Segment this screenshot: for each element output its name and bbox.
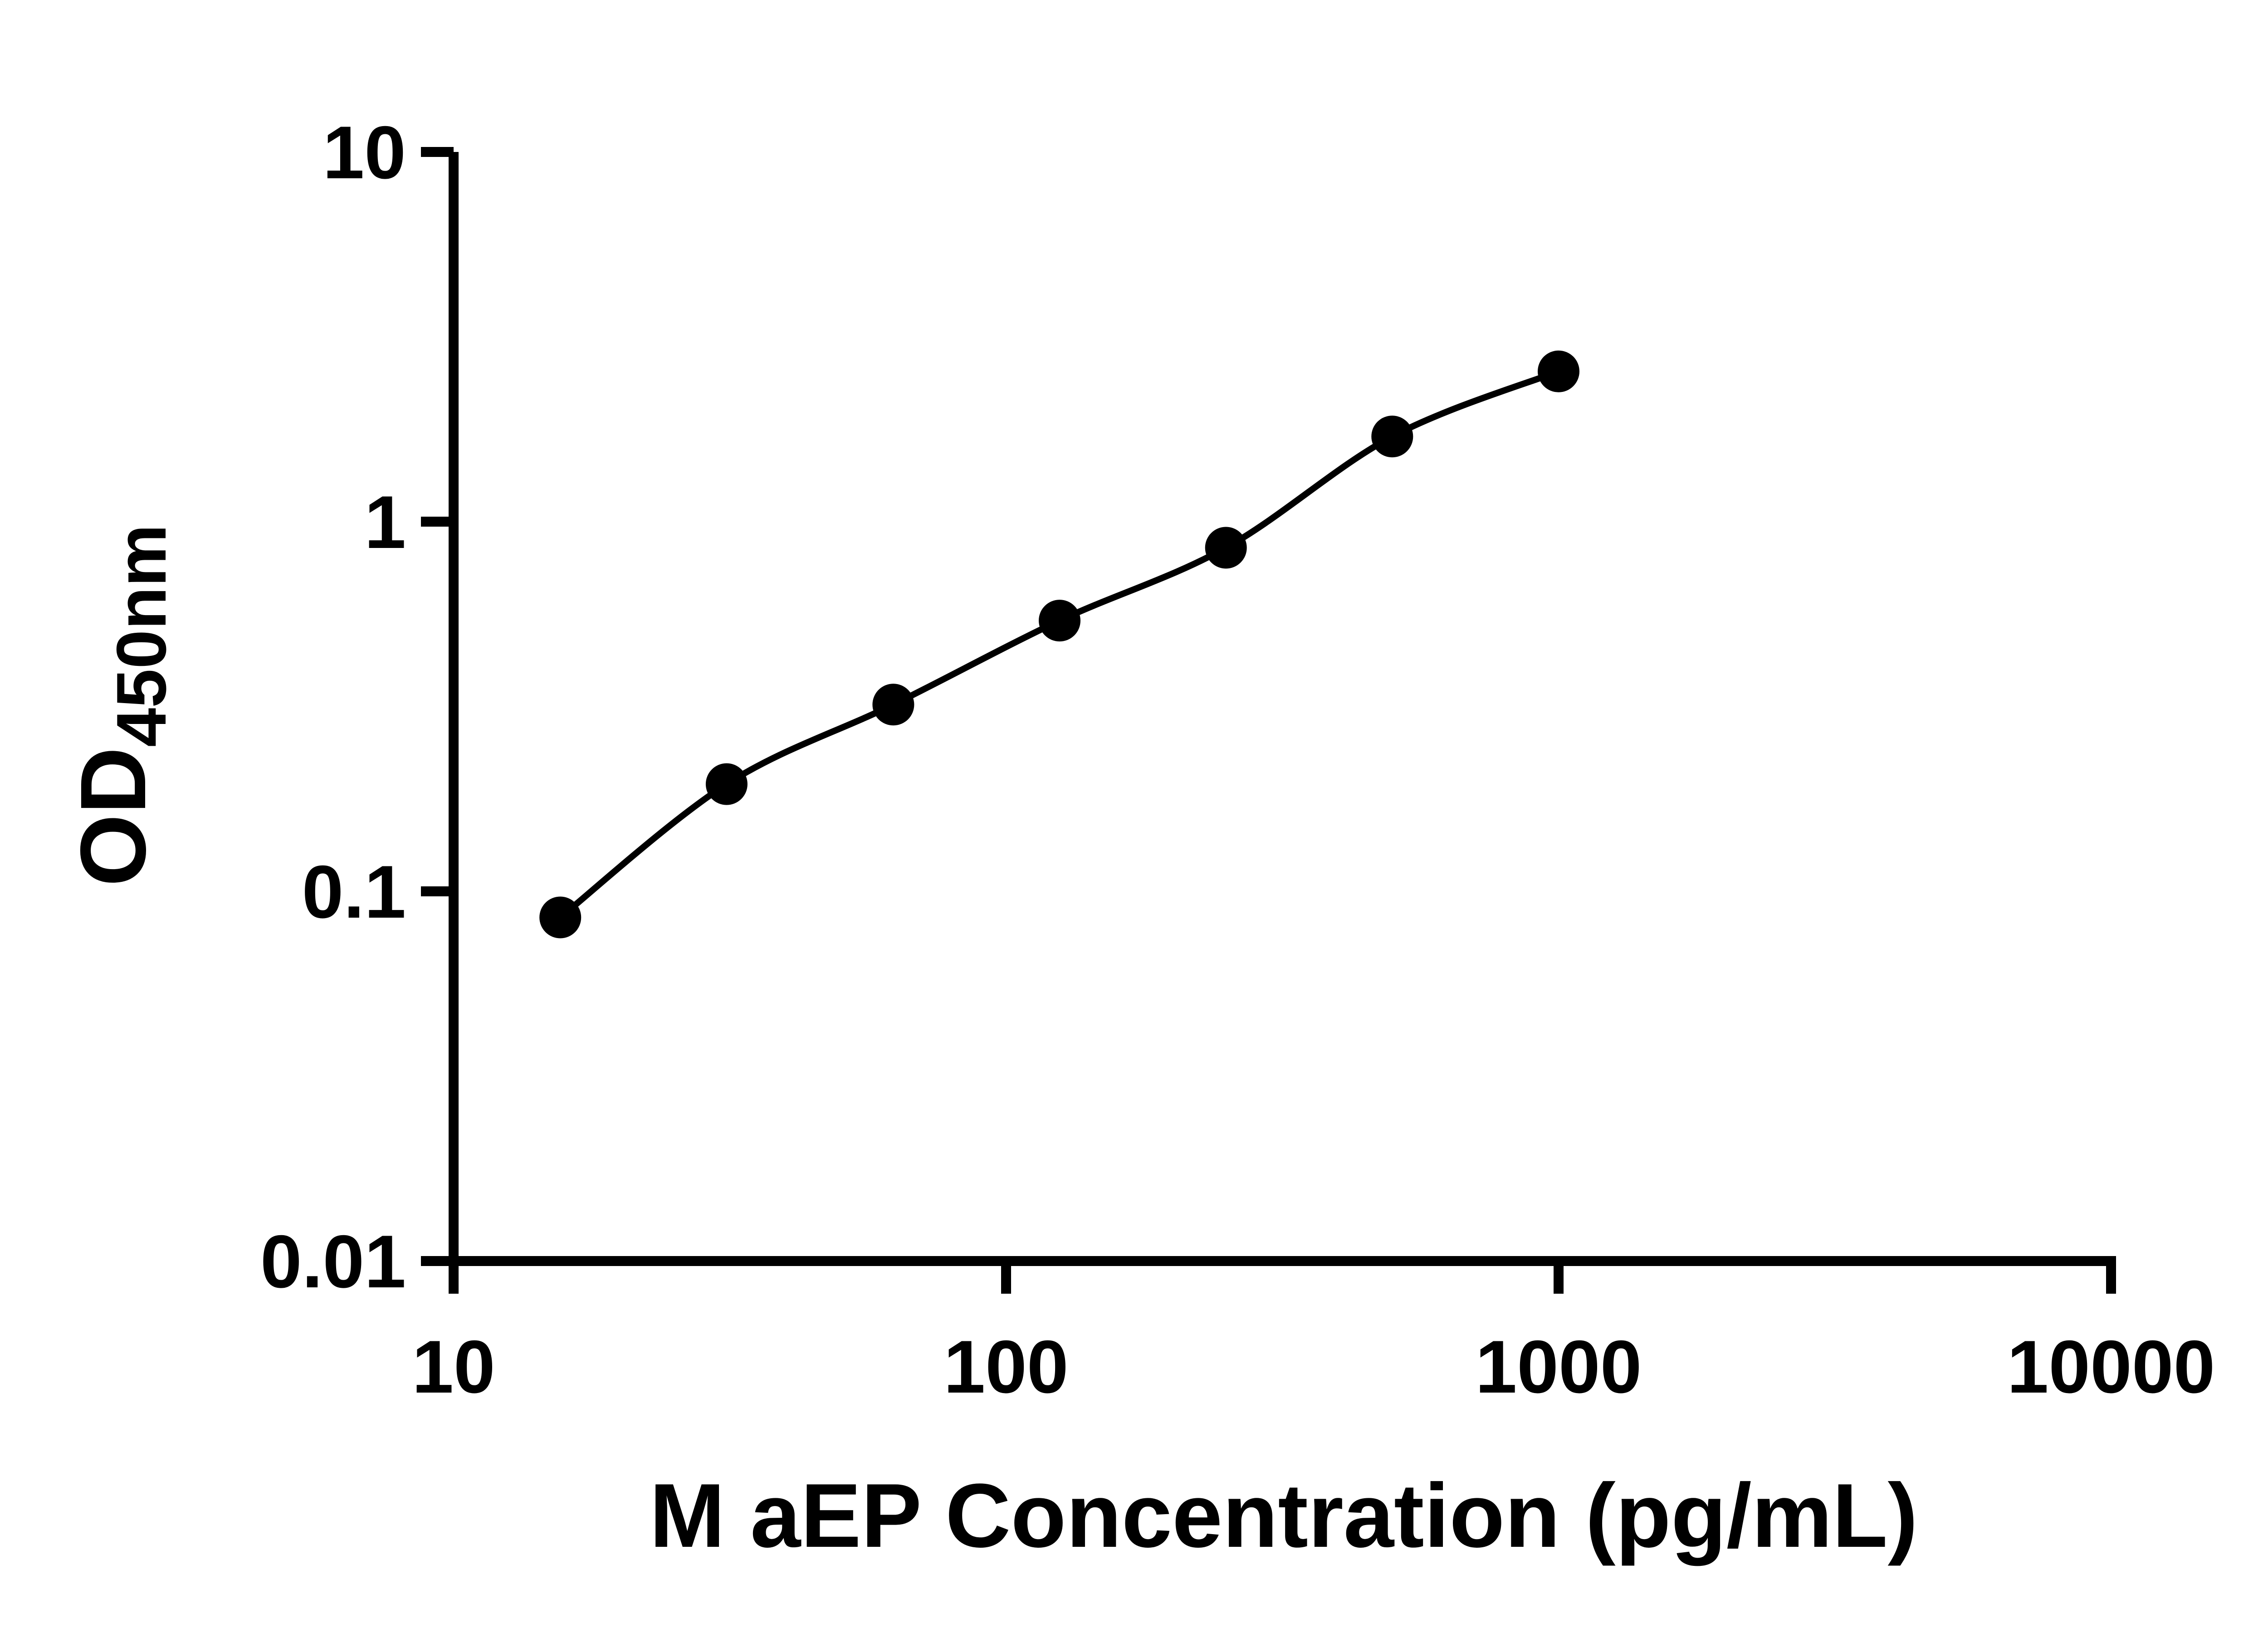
axis-line (449, 152, 2116, 1266)
fit-curve-path (558, 368, 1560, 920)
x-tick-label: 100 (943, 1325, 1068, 1408)
data-point (539, 896, 582, 939)
x-axis-title: M aEP Concentration (pg/mL) (650, 1465, 1918, 1566)
data-point (1039, 600, 1080, 642)
fit-curve (558, 368, 1560, 920)
x-tick-label: 10000 (2007, 1325, 2215, 1408)
axes-frame (449, 152, 2116, 1266)
data-point (1371, 416, 1413, 458)
data-point (872, 684, 914, 726)
y-axis-ticks (421, 147, 454, 1266)
x-axis-tick-labels: 10 100 1000 10000 (412, 1325, 2215, 1408)
data-points (539, 350, 1579, 939)
data-point (1538, 350, 1579, 392)
x-axis-ticks (449, 1261, 2116, 1294)
y-axis-title: OD450nm (61, 524, 181, 887)
y-tick-label: 0.1 (302, 850, 406, 934)
data-point (1205, 527, 1247, 569)
y-axis-title-subscript: 450nm (102, 524, 181, 747)
x-tick-label: 10 (412, 1325, 495, 1408)
y-axis-tick-labels: 0.01 0.1 1 10 (260, 111, 406, 1303)
data-point (705, 763, 748, 805)
y-tick-label: 1 (364, 480, 406, 564)
x-tick-label: 1000 (1475, 1325, 1642, 1408)
y-axis-title-main: OD (61, 747, 165, 887)
y-tick-label: 10 (323, 111, 406, 194)
y-tick-label: 0.01 (260, 1220, 406, 1303)
